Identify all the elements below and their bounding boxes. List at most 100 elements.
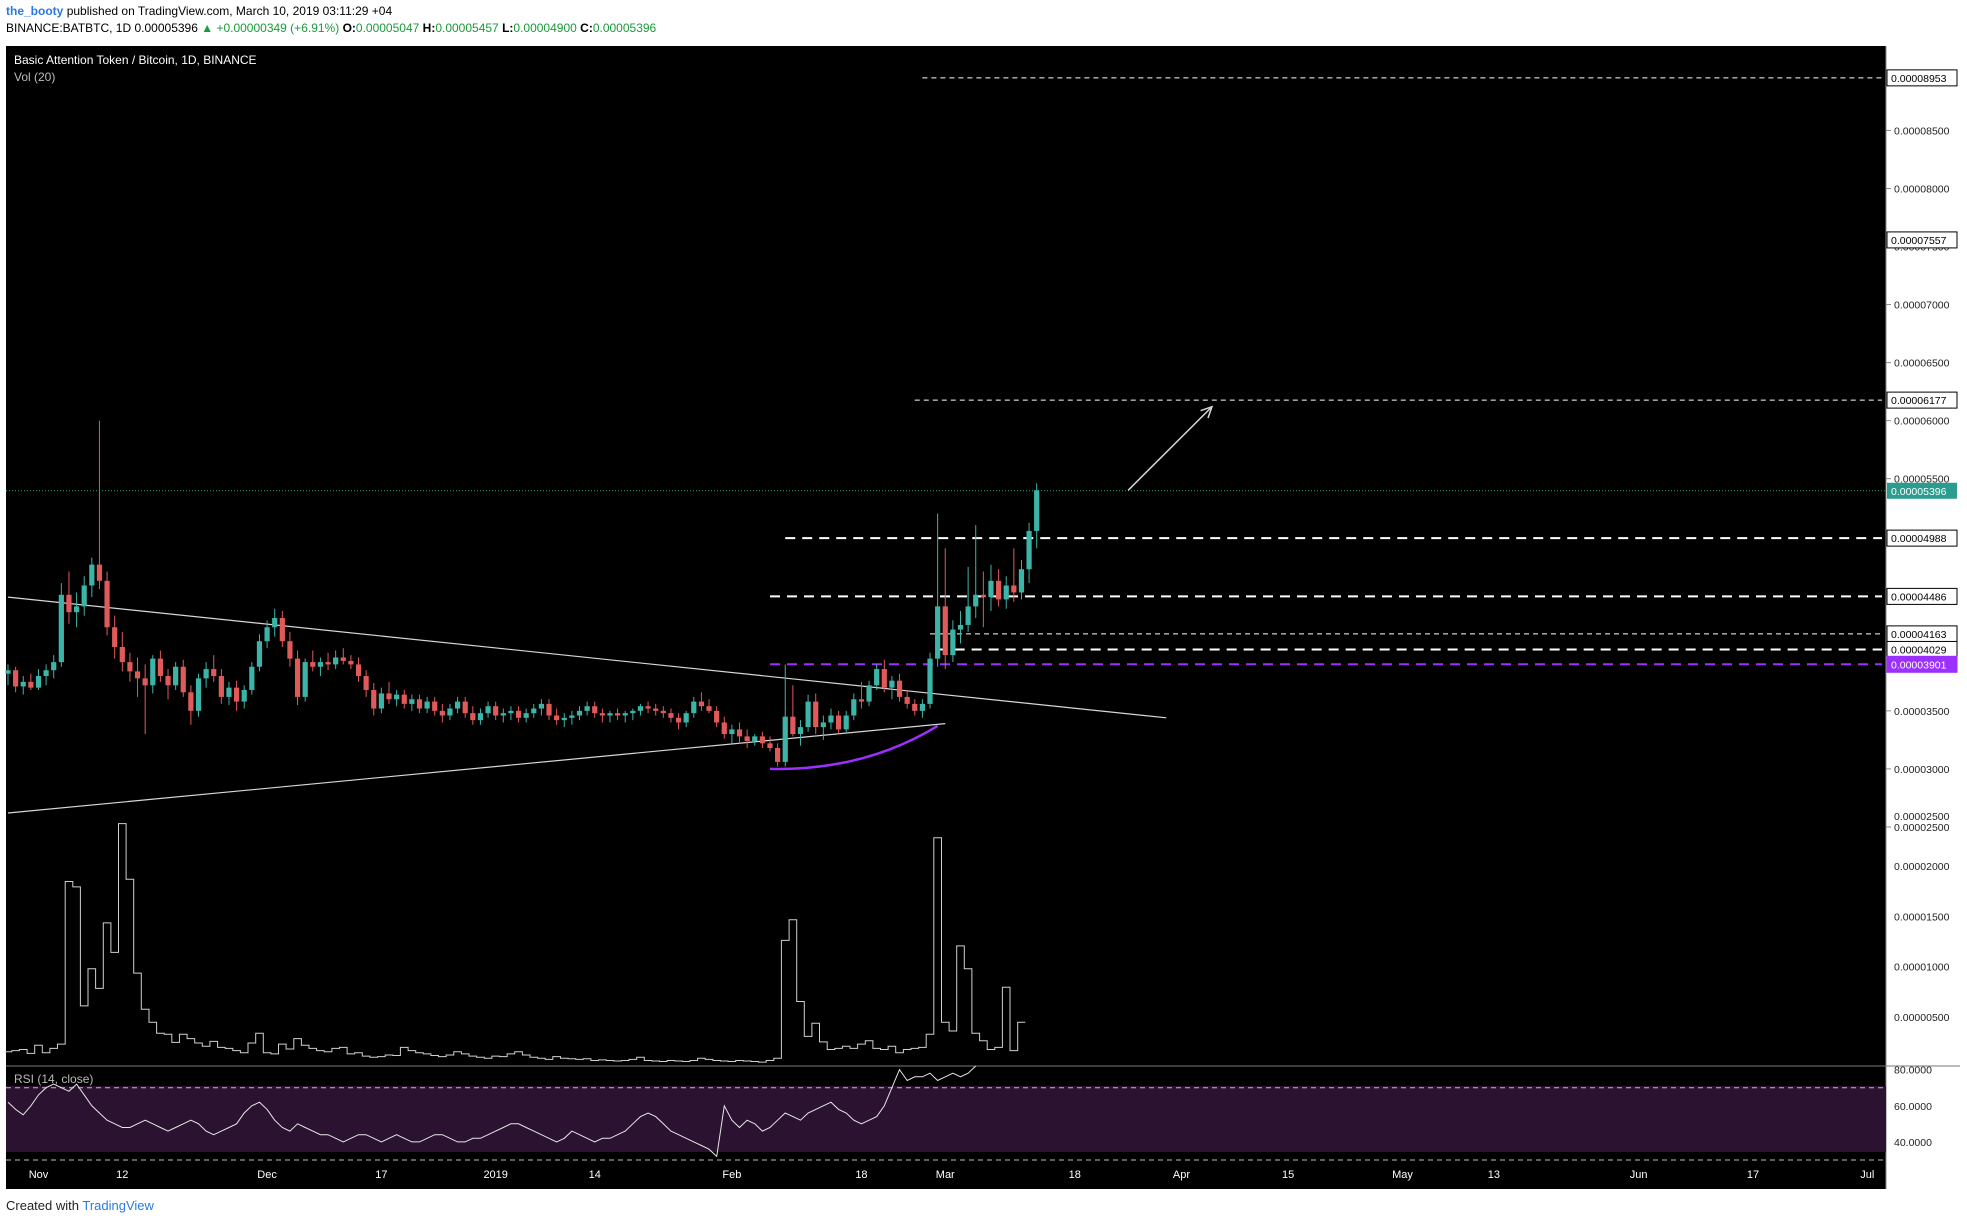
candle-body: [454, 701, 461, 709]
price-axis: 0.000025000.000030000.000035000.00004000…: [1886, 69, 1958, 1149]
candle-body: [226, 687, 232, 697]
candle-body: [653, 708, 659, 711]
candle-body: [1018, 569, 1025, 593]
candle-body: [294, 658, 301, 697]
level-label: 0.00004988: [1891, 533, 1947, 545]
level-label-box: [1886, 69, 1958, 87]
volume-tick-label: 0.00002500: [1894, 811, 1950, 823]
candle-body: [912, 703, 918, 711]
candle-body: [721, 722, 727, 735]
candle-body: [157, 658, 163, 677]
candle-body: [988, 580, 994, 598]
candle-body: [241, 689, 247, 702]
candle-body: [416, 699, 423, 709]
candle-body: [249, 666, 255, 690]
volume-series: [4, 823, 1026, 1063]
candle-body: [134, 671, 141, 679]
candle-body: [73, 606, 80, 613]
candle-body: [477, 713, 484, 721]
candle-body: [432, 701, 438, 711]
candle-body: [104, 580, 110, 628]
candle-body: [1026, 530, 1032, 570]
candle-body: [828, 715, 834, 723]
candle-body: [843, 715, 849, 730]
candle-body: [203, 669, 209, 679]
candle-body: [538, 703, 544, 709]
candle-body: [759, 736, 765, 744]
high-value: 0.00005457: [435, 21, 499, 35]
time-label: 18: [1069, 1169, 1081, 1181]
candle-body: [28, 681, 34, 688]
candle-body: [394, 694, 400, 700]
rsi-tick-label: 60.0000: [1894, 1101, 1932, 1113]
level-label: 0.00003901: [1891, 659, 1947, 671]
tradingview-logo[interactable]: TradingView: [82, 1198, 154, 1213]
candle-body: [957, 624, 964, 630]
candle-body: [813, 701, 819, 728]
candle-body: [782, 716, 788, 762]
high-label: H:: [422, 21, 436, 35]
pane-title: Basic Attention Token / Bitcoin, 1D, BIN…: [14, 53, 257, 67]
change-text: ▲ +0.00000349 (+6.91%): [201, 21, 340, 35]
candle-body: [767, 743, 773, 748]
candle-body: [790, 716, 796, 735]
last-price-text: 0.00005396: [134, 21, 198, 35]
candle-body: [531, 708, 537, 714]
time-label: 13: [1488, 1169, 1500, 1181]
rsi-tick-label: 40.0000: [1894, 1137, 1932, 1149]
candle-body: [889, 680, 895, 688]
time-label: Nov: [29, 1169, 49, 1181]
candle-body: [935, 606, 941, 659]
chart-svg[interactable]: 0.000025000.000030000.000035000.00004000…: [0, 40, 1967, 1192]
candle-body: [1011, 585, 1017, 593]
candle-body: [363, 676, 369, 690]
candle-body: [500, 713, 506, 716]
candle-body: [973, 594, 979, 607]
level-label: 0.00006177: [1891, 395, 1947, 407]
time-label: 2019: [483, 1169, 507, 1181]
last-price-box: [1887, 482, 1957, 499]
volume-tick-label: 0.00000500: [1894, 1012, 1950, 1024]
price-tick-label: 0.00007000: [1894, 300, 1950, 312]
candle-body: [234, 687, 240, 702]
level-label-box: [1886, 529, 1958, 547]
candle-body: [13, 670, 19, 687]
candle-body: [820, 722, 826, 728]
candle-body: [112, 627, 118, 648]
candle-body: [218, 676, 224, 697]
candle-body: [439, 710, 445, 716]
rsi-band: [6, 1086, 1886, 1152]
candle-body: [858, 699, 865, 702]
candle-body: [752, 736, 758, 742]
candle-body: [607, 713, 613, 716]
time-label: 17: [375, 1169, 387, 1181]
level-label: 0.00007557: [1891, 235, 1947, 247]
level-label-box: [1886, 231, 1958, 249]
candle-body: [622, 713, 628, 716]
candle-body: [698, 701, 705, 707]
author-link[interactable]: the_booty: [6, 4, 64, 18]
candle-body: [66, 594, 72, 613]
rounding-bottom-arc: [769, 724, 939, 771]
time-label: 14: [589, 1169, 601, 1181]
candle-body: [683, 713, 689, 723]
candle-body: [744, 736, 750, 742]
candle-body: [835, 715, 842, 730]
candle-body: [5, 670, 11, 674]
level-label-box: [1886, 587, 1958, 605]
chart-area[interactable]: 0.000025000.000030000.000035000.00004000…: [0, 40, 1967, 1192]
footer: Created with TradingView: [6, 1198, 154, 1213]
candle-body: [927, 658, 933, 704]
candle-body: [348, 660, 354, 665]
symbol-label: BINANCE:BATBTC, 1D: [6, 21, 132, 35]
time-label: May: [1392, 1169, 1413, 1181]
candle-body: [485, 706, 491, 714]
candle-body: [996, 580, 1002, 600]
time-label: 12: [116, 1169, 128, 1181]
candle-body: [866, 685, 872, 702]
candle-body: [180, 666, 186, 693]
level-label: 0.00004029: [1891, 644, 1947, 656]
candle-body: [119, 647, 125, 663]
candle-body: [58, 594, 64, 663]
candle-body: [919, 703, 925, 711]
